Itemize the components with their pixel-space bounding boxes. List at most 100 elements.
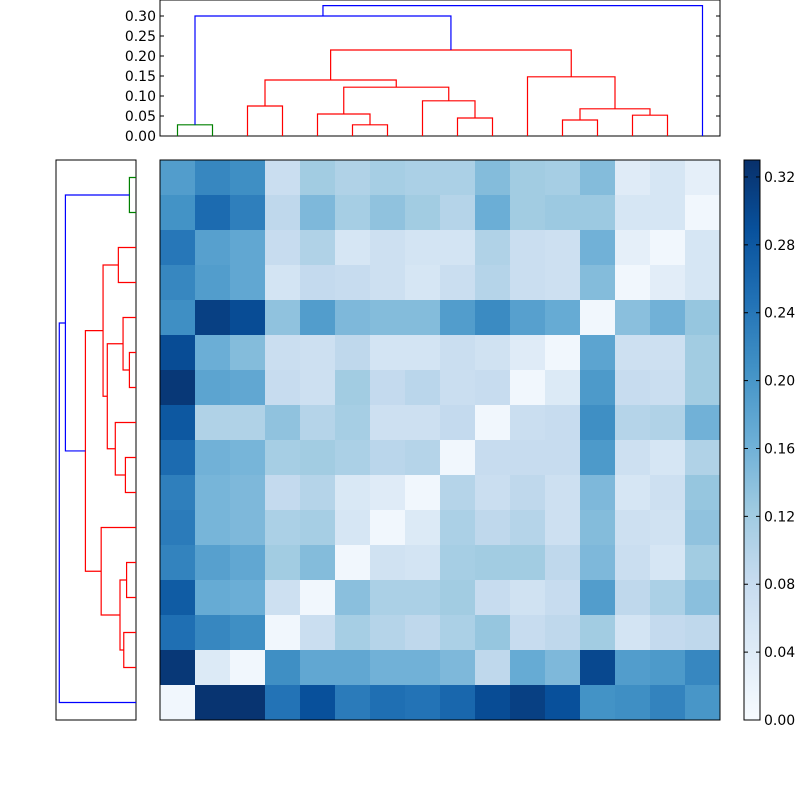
heatmap-cell bbox=[475, 650, 511, 686]
heatmap-cell bbox=[440, 440, 476, 476]
heatmap-cell bbox=[160, 230, 196, 266]
heatmap-cell bbox=[230, 440, 266, 476]
heatmap-cell bbox=[650, 475, 686, 511]
heatmap-cell bbox=[685, 300, 721, 336]
heatmap-cell bbox=[160, 300, 196, 336]
heatmap-cell bbox=[545, 370, 581, 406]
heatmap-cell bbox=[545, 685, 581, 721]
heatmap-cell bbox=[685, 440, 721, 476]
heatmap-cell bbox=[440, 580, 476, 616]
heatmap-cell bbox=[335, 615, 371, 651]
heatmap-cell bbox=[685, 335, 721, 371]
heatmap-cell bbox=[335, 370, 371, 406]
heatmap-cell bbox=[475, 545, 511, 581]
heatmap-cell bbox=[160, 475, 196, 511]
heatmap-cell bbox=[160, 685, 196, 721]
heatmap-cell bbox=[510, 160, 546, 196]
heatmap-cell bbox=[265, 440, 301, 476]
heatmap-cell bbox=[510, 405, 546, 441]
heatmap-cell bbox=[265, 650, 301, 686]
heatmap-cell bbox=[580, 300, 616, 336]
heatmap-cell bbox=[230, 545, 266, 581]
heatmap-cell bbox=[405, 440, 441, 476]
heatmap-cell bbox=[580, 370, 616, 406]
top-dendrogram-tick-label: 0.30 bbox=[125, 9, 156, 25]
heatmap-cell bbox=[440, 230, 476, 266]
heatmap-cell bbox=[685, 370, 721, 406]
heatmap-cell bbox=[510, 510, 546, 546]
heatmap-cell bbox=[335, 440, 371, 476]
heatmap-cell bbox=[510, 265, 546, 301]
heatmap-cell bbox=[650, 440, 686, 476]
heatmap-cell bbox=[370, 405, 406, 441]
heatmap-cell bbox=[335, 300, 371, 336]
heatmap-cell bbox=[265, 615, 301, 651]
heatmap-cell bbox=[370, 195, 406, 231]
colorbar-tick-label: 0.32 bbox=[764, 170, 795, 186]
heatmap-cell bbox=[300, 405, 336, 441]
heatmap-cell bbox=[300, 545, 336, 581]
heatmap-cell bbox=[580, 230, 616, 266]
heatmap-cell bbox=[300, 580, 336, 616]
heatmap-cell bbox=[545, 475, 581, 511]
heatmap-cell bbox=[440, 405, 476, 441]
heatmap-cell bbox=[335, 650, 371, 686]
top-dendrogram-frame bbox=[159, 0, 721, 137]
top-dendrogram-links bbox=[176, 4, 704, 136]
top-dendrogram-tick-label: 0.15 bbox=[125, 69, 156, 85]
heatmap-cell bbox=[405, 335, 441, 371]
heatmap-cell bbox=[615, 545, 651, 581]
heatmap-cell bbox=[405, 545, 441, 581]
heatmap-cell bbox=[370, 300, 406, 336]
colorbar-tick-label: 0.24 bbox=[764, 306, 795, 322]
heatmap-cell bbox=[580, 545, 616, 581]
heatmap-cell bbox=[160, 405, 196, 441]
heatmap-cell bbox=[335, 475, 371, 511]
heatmap-cell bbox=[685, 650, 721, 686]
colorbar-tick-label: 0.08 bbox=[764, 577, 795, 593]
heatmap-cell bbox=[405, 510, 441, 546]
heatmap-cell bbox=[405, 405, 441, 441]
heatmap-cell bbox=[510, 440, 546, 476]
heatmap-cell bbox=[650, 685, 686, 721]
heatmap-cell bbox=[230, 370, 266, 406]
heatmap-cell bbox=[300, 230, 336, 266]
heatmap-cell bbox=[545, 510, 581, 546]
heatmap-cell bbox=[195, 440, 231, 476]
heatmap-cell bbox=[475, 265, 511, 301]
heatmap-cell bbox=[650, 230, 686, 266]
heatmap-cell bbox=[685, 510, 721, 546]
heatmap-cell bbox=[265, 195, 301, 231]
heatmap-cell bbox=[615, 335, 651, 371]
heatmap-cell bbox=[335, 685, 371, 721]
heatmap-cell bbox=[230, 510, 266, 546]
heatmap-cell bbox=[545, 160, 581, 196]
heatmap-cell bbox=[370, 265, 406, 301]
heatmap-cell bbox=[685, 405, 721, 441]
heatmap-cell bbox=[580, 650, 616, 686]
heatmap-cell bbox=[160, 335, 196, 371]
heatmap-cell bbox=[545, 230, 581, 266]
heatmap-cell bbox=[615, 685, 651, 721]
heatmap-cell bbox=[160, 160, 196, 196]
heatmap-cell bbox=[510, 370, 546, 406]
heatmap-cell bbox=[335, 510, 371, 546]
heatmap-cell bbox=[510, 195, 546, 231]
heatmap-cell bbox=[195, 370, 231, 406]
heatmap-cell bbox=[370, 440, 406, 476]
heatmap-cell bbox=[230, 335, 266, 371]
heatmap-cell bbox=[440, 475, 476, 511]
heatmap-cell bbox=[265, 510, 301, 546]
heatmap-cell bbox=[230, 300, 266, 336]
heatmap-cell bbox=[230, 580, 266, 616]
heatmap-cell bbox=[405, 195, 441, 231]
heatmap-cell bbox=[440, 335, 476, 371]
heatmap-cell bbox=[510, 580, 546, 616]
heatmap-cell bbox=[580, 195, 616, 231]
heatmap-cell bbox=[510, 650, 546, 686]
heatmap-cell bbox=[475, 370, 511, 406]
heatmap-cell bbox=[405, 475, 441, 511]
top-dendrogram-tick-label: 0.00 bbox=[125, 129, 156, 145]
heatmap-cell bbox=[370, 370, 406, 406]
